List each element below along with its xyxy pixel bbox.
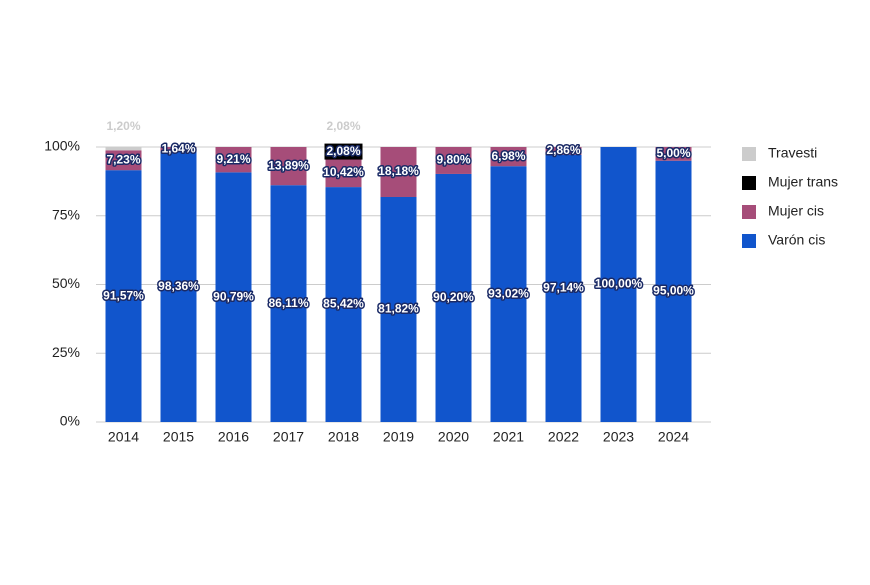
data-label: 97,14% <box>543 281 584 295</box>
x-tick-label: 2016 <box>218 429 249 445</box>
data-label: 13,89% <box>268 158 309 172</box>
data-label: 98,36% <box>158 279 199 293</box>
bar-segment <box>380 147 417 197</box>
data-label: 2,86% <box>546 143 580 157</box>
data-label: 85,42% <box>323 297 364 311</box>
bar-segment <box>105 150 142 171</box>
legend-swatch <box>742 205 756 219</box>
legend-swatch <box>742 176 756 190</box>
data-label: 18,18% <box>378 164 419 178</box>
bar-segment <box>270 147 307 186</box>
legend-swatch <box>742 234 756 248</box>
data-label: 93,02% <box>488 286 529 300</box>
data-label: 6,98% <box>491 149 525 163</box>
bar-segment <box>600 147 637 422</box>
legend-label: Mujer trans <box>768 174 838 190</box>
x-tick-label: 2014 <box>108 429 139 445</box>
bar-segment <box>655 147 692 161</box>
bar-segment <box>160 151 197 422</box>
x-tick-label: 2022 <box>548 429 579 445</box>
data-label: 7,23% <box>106 152 140 166</box>
data-label: 5,00% <box>656 146 690 160</box>
bar-segment <box>545 154 582 423</box>
data-label: 9,80% <box>436 153 470 167</box>
data-label: 1,64% <box>161 141 195 155</box>
bar-segment <box>435 147 472 174</box>
data-label: 81,82% <box>378 302 419 316</box>
bar-segment <box>380 196 417 422</box>
x-tick-label: 2018 <box>328 429 359 445</box>
legend-label: Travesti <box>768 145 817 161</box>
bar-segment <box>160 147 197 152</box>
bar-segment <box>270 185 307 422</box>
bar-segment <box>325 187 362 422</box>
bar-segment <box>545 147 582 155</box>
y-tick-label: 100% <box>44 138 80 154</box>
y-tick-label: 50% <box>52 275 80 291</box>
bar-segment <box>435 173 472 422</box>
bar-segment <box>490 166 527 422</box>
data-label: 91,57% <box>103 288 144 302</box>
bar-segment <box>325 158 362 188</box>
x-tick-label: 2021 <box>493 429 524 445</box>
data-label: 1,20% <box>106 119 140 133</box>
data-label: 2,08% <box>326 144 360 158</box>
x-tick-label: 2020 <box>438 429 469 445</box>
data-label: 100,00% <box>595 277 643 291</box>
data-label: 10,42% <box>323 165 364 179</box>
bar-segment <box>215 147 252 173</box>
bar-segment <box>105 147 142 151</box>
y-tick-label: 25% <box>52 344 80 360</box>
data-label: 90,20% <box>433 290 474 304</box>
x-tick-label: 2023 <box>603 429 634 445</box>
bar-segment <box>655 160 692 422</box>
x-tick-label: 2024 <box>658 429 689 445</box>
y-tick-label: 75% <box>52 206 80 222</box>
bar-segment <box>215 172 252 422</box>
data-label: 90,79% <box>213 289 254 303</box>
data-label: 95,00% <box>653 284 694 298</box>
x-tick-label: 2017 <box>273 429 304 445</box>
legend-swatch <box>742 147 756 161</box>
label-bg <box>324 143 363 160</box>
data-label: 2,08% <box>326 119 360 133</box>
legend-label: Varón cis <box>768 232 825 248</box>
legend-label: Mujer cis <box>768 203 824 219</box>
y-tick-label: 0% <box>60 413 80 429</box>
data-label: 86,11% <box>268 296 308 310</box>
bar-segment <box>490 147 527 167</box>
data-label: 9,21% <box>216 152 250 166</box>
x-tick-label: 2015 <box>163 429 194 445</box>
bar-segment <box>105 170 142 422</box>
x-tick-label: 2019 <box>383 429 414 445</box>
